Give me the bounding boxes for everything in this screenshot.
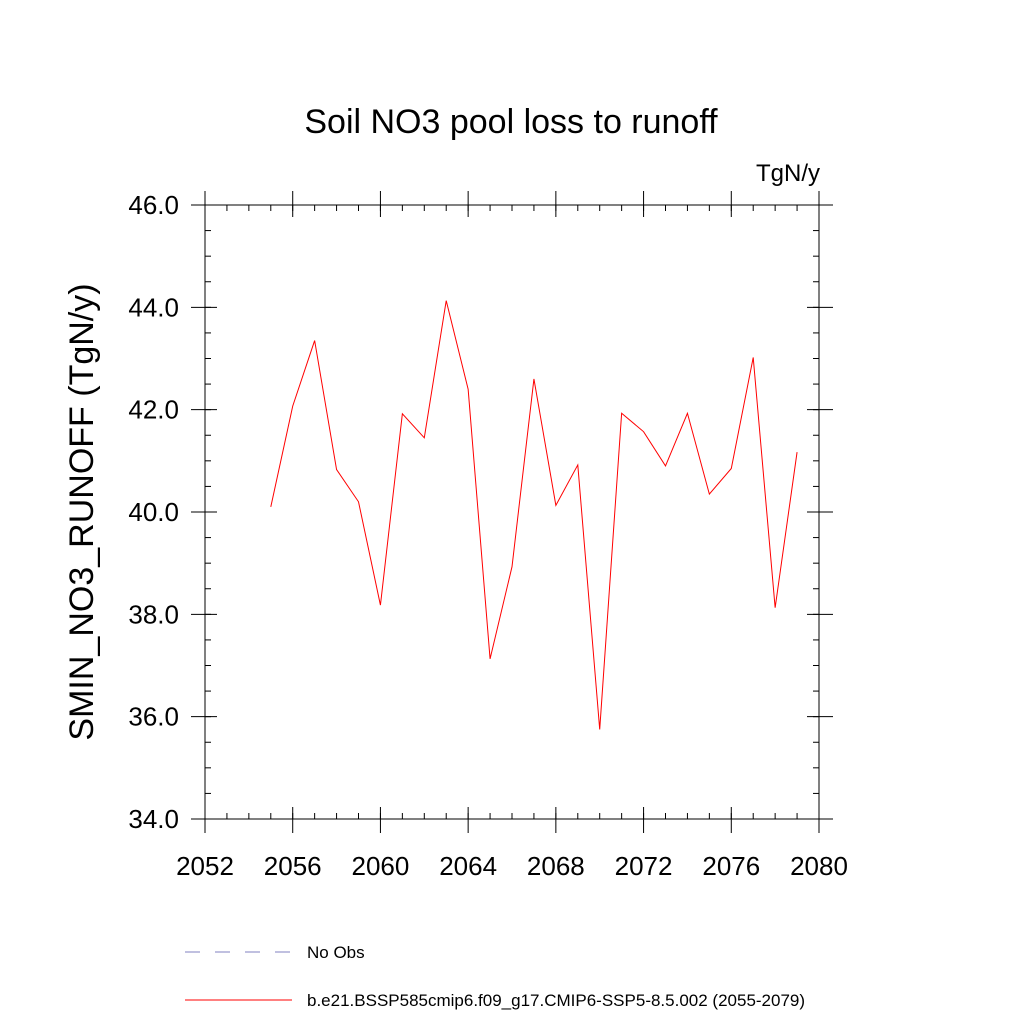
x-tick-label: 2056 xyxy=(264,851,322,881)
y-tick-label: 40.0 xyxy=(128,497,179,527)
series-line xyxy=(270,300,798,730)
major-ticks xyxy=(191,191,833,833)
plot-frame xyxy=(204,204,820,820)
x-tick-label: 2080 xyxy=(790,851,848,881)
y-axis-label: SMIN_NO3_RUNOFF (TgN/y) xyxy=(63,283,101,740)
y-tick-label: 44.0 xyxy=(128,292,179,322)
y-tick-labels: 34.0 36.0 38.0 40.0 42.0 44.0 46.0 xyxy=(128,190,179,834)
x-tick-label: 2060 xyxy=(352,851,410,881)
y-tick-label: 36.0 xyxy=(128,702,179,732)
units-label: TgN/y xyxy=(756,160,820,187)
chart-title: Soil NO3 pool loss to runoff xyxy=(304,103,718,141)
legend-model-label: b.e21.BSSP585cmip6.f09_g17.CMIP6-SSP5-8.… xyxy=(307,991,805,1010)
y-tick-label: 42.0 xyxy=(128,395,179,425)
x-tick-label: 2068 xyxy=(527,851,585,881)
x-tick-label: 2072 xyxy=(615,851,673,881)
series-layer xyxy=(270,300,798,730)
x-tick-labels: 2052 2056 2060 2064 2068 2072 2076 2080 xyxy=(176,851,848,881)
x-tick-label: 2064 xyxy=(439,851,497,881)
legend-obs-label: No Obs xyxy=(307,943,365,962)
x-tick-label: 2076 xyxy=(702,851,760,881)
y-tick-label: 34.0 xyxy=(128,804,179,834)
x-tick-label: 2052 xyxy=(176,851,234,881)
legend: No Obs b.e21.BSSP585cmip6.f09_g17.CMIP6-… xyxy=(185,943,805,1010)
y-tick-label: 38.0 xyxy=(128,599,179,629)
y-tick-label: 46.0 xyxy=(128,190,179,220)
minor-ticks xyxy=(204,204,820,820)
